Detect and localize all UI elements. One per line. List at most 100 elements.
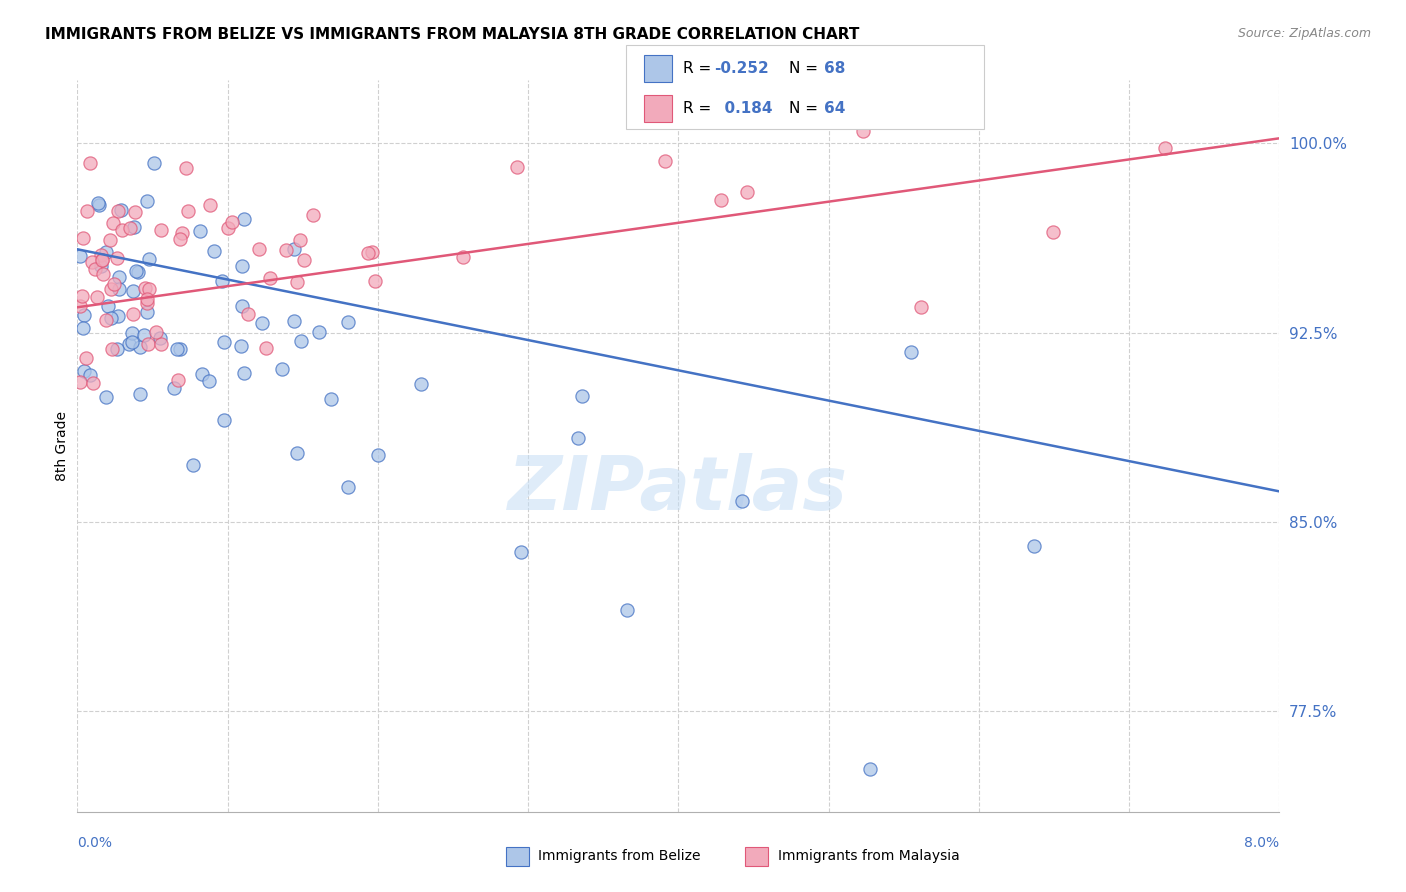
Point [364,274,387,288]
Point [212,413,235,427]
Point [283,314,305,328]
Text: N =: N = [789,101,823,116]
Point [250,316,273,330]
Point [290,334,312,349]
Point [79,156,101,170]
Text: -0.252: -0.252 [714,61,769,76]
Point [75,351,97,366]
Text: 0.184: 0.184 [714,101,773,116]
Point [231,299,253,313]
Point [451,250,474,264]
Point [136,305,159,319]
Point [138,282,160,296]
Point [121,307,143,321]
Point [283,243,305,257]
Point [198,375,221,389]
Point [134,281,156,295]
Point [254,341,277,355]
Point [181,458,204,473]
Point [290,233,312,247]
Point [121,326,143,341]
Point [238,307,260,321]
Point [118,336,141,351]
Point [149,330,172,344]
Point [124,204,146,219]
Point [127,265,149,279]
Text: Source: ZipAtlas.com: Source: ZipAtlas.com [1237,27,1371,40]
Point [169,342,191,356]
Point [221,215,243,229]
Point [731,494,754,508]
Point [83,262,105,277]
Point [319,392,342,406]
Point [135,296,157,310]
Point [163,381,186,395]
Point [505,160,527,174]
Point [302,208,325,222]
Point [73,364,96,378]
Point [285,275,308,289]
Point [198,198,221,212]
Point [170,226,193,240]
Point [118,220,141,235]
Point [900,344,922,359]
Point [73,309,96,323]
Point [96,244,118,259]
Y-axis label: 8th Grade: 8th Grade [55,411,69,481]
Text: 68: 68 [824,61,845,76]
Point [654,153,676,168]
Point [138,252,160,266]
Point [82,376,104,391]
Point [129,340,152,354]
Text: R =: R = [683,101,717,116]
Point [90,259,112,273]
Point [571,389,593,403]
Point [111,223,134,237]
Text: N =: N = [789,61,823,76]
Point [166,373,188,387]
Point [108,270,131,285]
Point [247,242,270,256]
Point [107,203,129,218]
Point [232,212,254,227]
Point [367,448,389,462]
Point [285,446,308,460]
Point [69,249,91,263]
Point [105,252,128,266]
Text: Immigrants from Belize: Immigrants from Belize [538,849,702,863]
Point [86,290,108,304]
Point [76,203,98,218]
Point [231,259,253,273]
Text: IMMIGRANTS FROM BELIZE VS IMMIGRANTS FROM MALAYSIA 8TH GRADE CORRELATION CHART: IMMIGRANTS FROM BELIZE VS IMMIGRANTS FRO… [45,27,859,42]
Point [110,203,132,218]
Point [270,361,292,376]
Point [1042,225,1064,239]
Point [202,244,225,258]
Point [136,194,159,209]
Point [122,220,145,235]
Point [107,310,129,324]
Point [108,282,131,296]
Point [105,342,128,356]
Point [852,124,875,138]
Point [259,271,281,285]
Point [90,252,112,267]
Point [69,375,91,389]
Point [72,321,94,335]
Point [177,204,200,219]
Point [510,545,533,559]
Point [859,762,882,776]
Point [94,390,117,404]
Point [191,368,214,382]
Point [70,288,93,302]
Point [100,282,122,296]
Point [98,233,121,247]
Point [1154,141,1177,155]
Point [87,198,110,212]
Point [174,161,197,176]
Point [101,343,124,357]
Text: 8.0%: 8.0% [1244,836,1279,850]
Text: 0.0%: 0.0% [77,836,112,850]
Point [150,223,173,237]
Point [735,186,758,200]
